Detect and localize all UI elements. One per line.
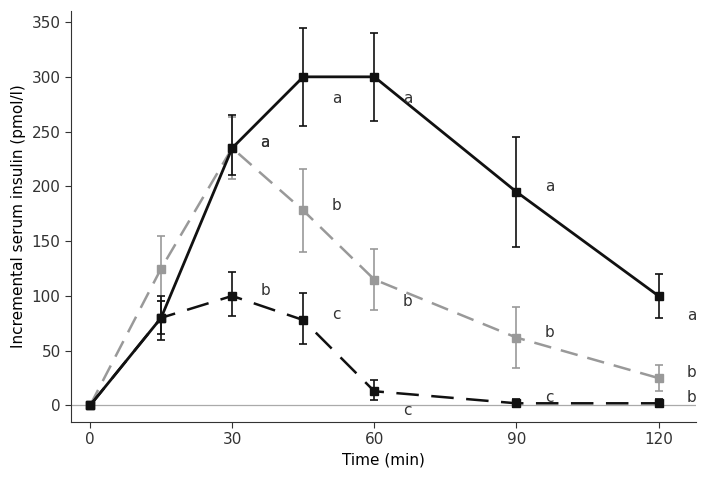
Text: a: a <box>687 308 696 323</box>
Text: c: c <box>403 403 411 419</box>
Text: c: c <box>545 390 553 405</box>
Text: b: b <box>545 325 554 340</box>
Y-axis label: Incremental serum insulin (pmol/l): Incremental serum insulin (pmol/l) <box>11 85 26 348</box>
Text: c: c <box>332 307 340 322</box>
Text: a: a <box>403 91 412 106</box>
Text: b: b <box>687 390 697 405</box>
Text: a: a <box>261 135 270 150</box>
X-axis label: Time (min): Time (min) <box>342 453 425 468</box>
Text: a: a <box>261 135 270 150</box>
Text: b: b <box>687 365 697 380</box>
Text: b: b <box>403 294 413 309</box>
Text: b: b <box>332 197 342 213</box>
Text: a: a <box>332 91 341 106</box>
Text: b: b <box>261 283 270 298</box>
Text: a: a <box>545 179 554 194</box>
